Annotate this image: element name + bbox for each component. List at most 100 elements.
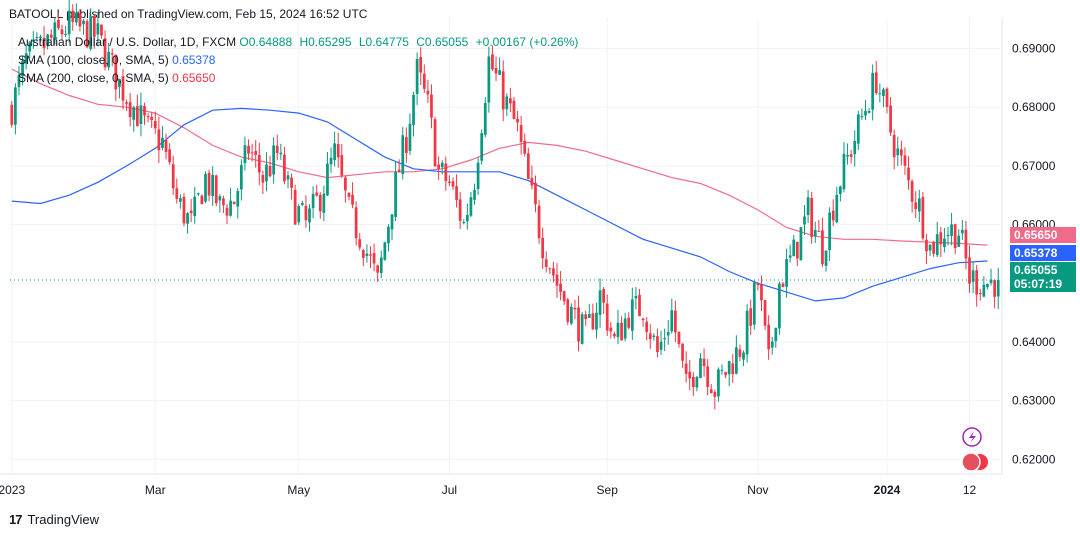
candle-body xyxy=(444,163,448,182)
candle-body xyxy=(469,197,473,216)
candle-body xyxy=(849,154,853,157)
candle-body xyxy=(286,175,290,180)
candle-body xyxy=(14,87,17,125)
candle-body xyxy=(943,238,946,248)
candle-body xyxy=(957,235,961,247)
candle-body xyxy=(322,193,326,213)
candle-body xyxy=(207,172,211,196)
candle-body xyxy=(566,299,570,322)
candle-body xyxy=(953,224,957,249)
candle-body xyxy=(630,299,634,331)
candle-body xyxy=(222,198,225,206)
last-price-tag: 0.65055 05:07:19 xyxy=(1010,262,1076,292)
candle-body xyxy=(304,205,308,221)
candle-body xyxy=(752,282,756,325)
candle-body xyxy=(778,283,781,329)
open-value: O0.64888 xyxy=(239,35,293,49)
candle-body xyxy=(699,358,702,379)
candle-body xyxy=(580,314,584,344)
candle-body xyxy=(64,33,67,35)
candle-body xyxy=(785,259,788,287)
candle-body xyxy=(17,74,21,88)
candle-body xyxy=(505,96,509,110)
footer: 17 TradingView xyxy=(9,512,99,527)
candle-body xyxy=(670,310,674,332)
candle-body xyxy=(430,94,433,118)
candle-body xyxy=(706,366,710,388)
candle-body xyxy=(695,376,699,388)
candle-body xyxy=(756,283,760,286)
candle-body xyxy=(663,338,666,340)
candle-body xyxy=(114,54,118,90)
candle-body xyxy=(602,289,606,303)
time-tick-label: 12 xyxy=(963,483,977,497)
candle-body xyxy=(390,214,394,230)
candle-body xyxy=(78,13,82,27)
candle-body xyxy=(831,210,835,221)
candle-body xyxy=(419,57,423,73)
candle-body xyxy=(519,125,523,142)
candle-body xyxy=(218,196,222,201)
candle-body xyxy=(523,140,527,154)
candle-body xyxy=(925,239,928,252)
candle-body xyxy=(971,270,975,282)
candle-body xyxy=(376,265,380,273)
candle-body xyxy=(648,333,652,340)
candle-body xyxy=(986,284,989,288)
candle-body xyxy=(283,154,286,182)
candle-body xyxy=(404,137,408,154)
candle-body xyxy=(910,181,914,202)
candle-body xyxy=(512,100,516,120)
candle-body xyxy=(315,192,319,196)
candle-body xyxy=(573,307,577,310)
sma200-label: SMA (200, close, 0, SMA, 5) xyxy=(18,71,169,85)
candle-body xyxy=(795,241,799,259)
candle-body xyxy=(892,134,896,158)
chart-grid xyxy=(10,18,1000,474)
symbol-legend[interactable]: Australian Dollar / U.S. Dollar, 1D, FXC… xyxy=(18,35,582,49)
candle-body xyxy=(856,114,860,144)
candle-body xyxy=(250,152,254,154)
candle-body xyxy=(623,318,627,339)
candle-body xyxy=(860,116,864,118)
candle-body xyxy=(229,200,232,216)
candle-body xyxy=(139,105,143,124)
candle-body xyxy=(426,90,430,95)
candle-body xyxy=(659,341,663,350)
candle-body xyxy=(483,102,487,135)
sma200-legend[interactable]: SMA (200, close, 0, SMA, 5) 0.65650 xyxy=(18,71,215,85)
candle-body xyxy=(738,349,742,357)
candle-body xyxy=(763,300,767,326)
candle-body xyxy=(993,280,996,297)
candle-body xyxy=(422,73,426,89)
candle-body xyxy=(709,389,713,393)
candle-body xyxy=(361,250,365,258)
candle-body xyxy=(835,194,839,223)
candle-body xyxy=(200,195,204,205)
candle-body xyxy=(605,303,609,331)
candle-body xyxy=(211,174,215,196)
sma100-price-tag: 0.65378 xyxy=(1010,245,1076,261)
candle-body xyxy=(742,352,745,360)
candle-body xyxy=(652,335,656,338)
candle-body xyxy=(153,120,157,129)
candle-body xyxy=(110,53,114,55)
candle-body xyxy=(767,324,771,350)
candle-body xyxy=(799,227,803,261)
candle-body xyxy=(968,257,971,284)
candle-body xyxy=(236,190,240,207)
candle-body xyxy=(358,239,362,248)
candle-body xyxy=(254,151,258,155)
candle-body xyxy=(896,148,900,156)
candle-body xyxy=(810,198,814,237)
candle-body xyxy=(853,140,857,155)
candle-body xyxy=(189,210,193,214)
candle-body xyxy=(688,371,692,379)
candle-body xyxy=(440,162,444,168)
candle-body xyxy=(347,193,351,197)
sma200-value: 0.65650 xyxy=(172,71,216,85)
sma100-legend[interactable]: SMA (100, close, 0, SMA, 5) 0.65378 xyxy=(18,53,215,67)
candle-body xyxy=(526,153,530,179)
candle-body xyxy=(394,171,397,217)
